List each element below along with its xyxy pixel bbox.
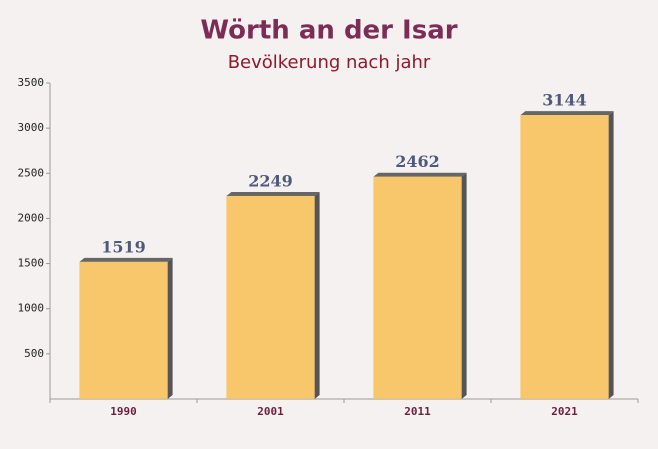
y-tick-label: 1500 — [18, 257, 45, 270]
value-label: 3144 — [542, 91, 587, 110]
x-tick-label: 2021 — [551, 405, 578, 418]
y-tick-label: 3500 — [18, 76, 45, 89]
value-label: 2462 — [395, 152, 440, 171]
bar-shadow — [608, 111, 614, 399]
value-label: 1519 — [101, 237, 146, 256]
bar-shadow — [314, 191, 320, 399]
bar-shadow-top — [79, 257, 173, 262]
bar — [79, 261, 168, 399]
value-label: 2249 — [248, 171, 293, 190]
x-tick-label: 2001 — [257, 405, 284, 418]
bar-shadow-top — [373, 172, 467, 177]
bar-shadow — [167, 257, 173, 399]
y-tick-label: 2000 — [18, 211, 45, 224]
chart-subtitle: Bevölkerung nach jahr — [228, 52, 431, 73]
bar-shadow — [461, 172, 467, 399]
x-tick-label: 2011 — [404, 405, 431, 418]
bar — [226, 195, 315, 399]
chart-title: Wörth an der Isar — [200, 16, 457, 46]
y-tick-label: 500 — [24, 347, 44, 360]
y-tick-label: 3000 — [18, 121, 45, 134]
y-tick-label: 1000 — [18, 302, 45, 315]
bar-shadow-top — [226, 191, 320, 196]
bar-shadow-top — [520, 111, 614, 116]
bar — [373, 176, 462, 399]
x-tick-label: 1990 — [110, 405, 137, 418]
bar — [520, 115, 609, 399]
y-tick-label: 2500 — [18, 166, 45, 179]
